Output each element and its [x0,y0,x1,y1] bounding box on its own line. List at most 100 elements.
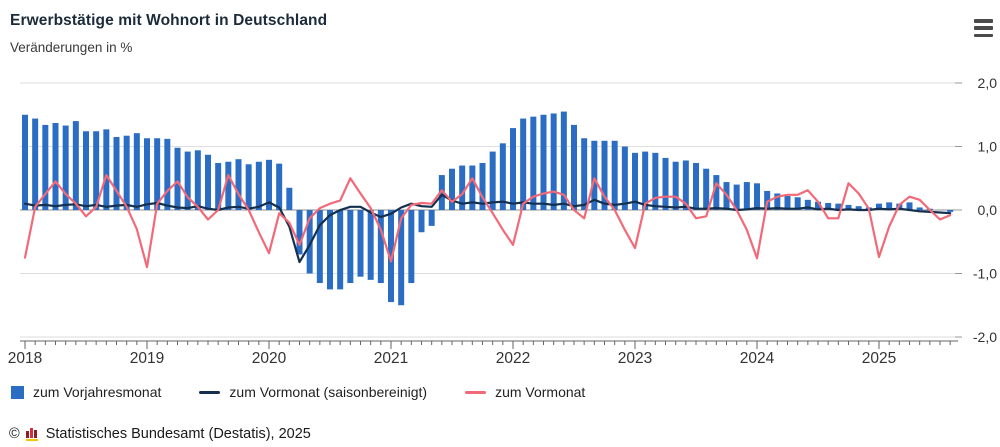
x-axis: 2018 2019 2020 2021 2022 2023 2024 2025 [8,340,958,367]
y-axis-label: 1,0 [978,139,998,155]
bar [113,136,120,210]
bar [743,182,750,210]
bar [530,116,537,210]
bar [22,114,28,210]
bar [377,210,384,284]
bar [469,165,476,210]
bar [144,138,151,210]
bar [266,159,273,210]
bar [296,210,303,255]
bar [388,210,395,303]
bar [601,140,608,210]
chart-plot-area: 2,0 1,0 0,0 -1,0 -2,0 2018 2019 2020 2021 2022 202… [8,75,998,367]
bar [337,210,344,290]
bar [245,164,252,210]
bar [662,157,669,210]
bar [794,197,801,210]
hamburger-icon [974,33,993,37]
legend-item-vormonat: zum Vormonat [465,384,585,400]
bar [62,125,69,210]
bar [591,140,598,210]
bar [418,210,425,233]
x-axis-year-label: 2019 [130,350,164,367]
bar [693,163,700,210]
bar [682,160,689,210]
bar [947,210,954,212]
legend-line-swatch-pink [465,390,487,394]
bar [327,210,334,290]
x-axis-year-label: 2022 [496,350,530,367]
y-axis-label: -2,0 [973,329,997,345]
bar [398,210,405,306]
bar [489,151,496,210]
bar [764,190,771,210]
bar [611,140,618,210]
source-note: © Statistisches Bundesamt (Destatis), 20… [9,426,311,442]
chart-menu-button[interactable] [970,17,998,39]
legend-item-vorjahresmonat: zum Vorjahresmonat [11,384,161,400]
bar [438,175,445,210]
bar [225,161,232,210]
bar [479,163,486,210]
bar [408,210,415,284]
bar [845,204,852,210]
bar [713,175,720,210]
bar [174,147,181,210]
bar [367,210,374,280]
legend-label-vorjahresmonat: zum Vorjahresmonat [33,384,162,400]
bar [357,210,364,277]
bar [540,114,547,210]
bar [164,138,171,210]
bar [52,123,59,210]
bar [103,129,110,210]
x-axis-year-label: 2020 [252,350,287,367]
bar [510,128,517,210]
bar [428,210,435,226]
bar [571,124,578,210]
bar [499,143,506,210]
bar [255,161,262,210]
bar [32,118,39,210]
hamburger-icon [974,26,993,30]
bar [632,152,639,210]
series-vorjahresmonat-bars [22,111,954,306]
bar [672,161,679,210]
bar [815,201,822,210]
bar [855,206,862,210]
chart-title: Erwerbstätige mit Wohnort in Deutschland [10,12,328,29]
bar [83,131,90,210]
bar [916,207,923,210]
hamburger-icon [974,19,993,23]
bar [205,154,212,210]
chart-subtitle: Veränderungen in % [10,40,133,55]
bar [184,151,191,210]
bar [774,193,781,210]
x-axis-year-label: 2024 [740,350,775,367]
legend-label-saisonbereinigt: zum Vormonat (saisonbereinigt) [229,384,428,400]
y-axis-label: -1,0 [973,266,997,282]
bar [215,163,222,210]
bar [784,196,791,210]
bar [754,183,761,210]
bar [642,151,649,210]
bar [276,163,283,210]
legend-label-vormonat: zum Vormonat [495,384,586,400]
bar [825,203,832,210]
legend-line-swatch-dark [199,390,221,394]
bar [133,133,140,210]
bar [286,187,293,210]
bar [804,199,811,210]
bar [123,135,130,210]
bar [520,118,527,210]
bar [621,146,628,210]
bar [306,210,313,274]
y-axis-label: 2,0 [978,75,998,91]
legend-bar-swatch [11,385,24,399]
bar [235,159,242,210]
bar [154,138,161,210]
y-axis-label: 0,0 [978,202,998,218]
bar [886,202,893,210]
bar [72,121,79,210]
bar [93,131,100,210]
